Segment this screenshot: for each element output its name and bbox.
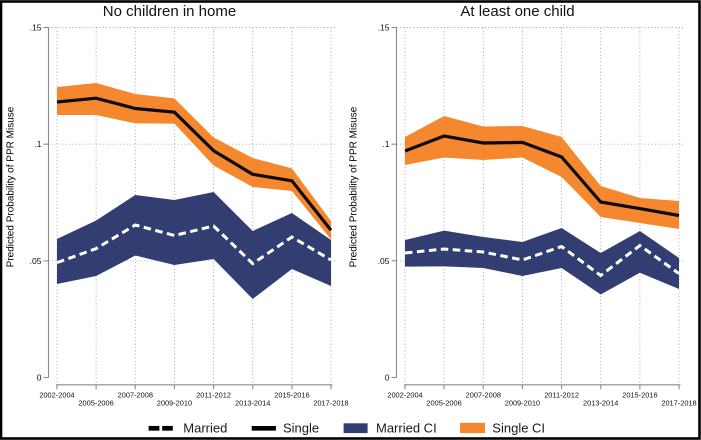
svg-text:2011-2012: 2011-2012: [544, 391, 579, 400]
svg-text:.1: .1: [382, 139, 389, 149]
svg-text:Single: Single: [283, 421, 319, 436]
svg-text:2017-2018: 2017-2018: [661, 399, 696, 408]
svg-text:0: 0: [37, 373, 42, 383]
svg-text:2013-2014: 2013-2014: [235, 399, 270, 408]
svg-text:.05: .05: [378, 256, 390, 266]
svg-text:2005-2006: 2005-2006: [78, 399, 113, 408]
svg-text:2017-2018: 2017-2018: [313, 399, 348, 408]
svg-text:At least one child: At least one child: [460, 3, 574, 20]
svg-text:Predicted Probability of PPR M: Predicted Probability of PPR Misuse: [6, 106, 17, 267]
svg-text:2009-2010: 2009-2010: [157, 399, 192, 408]
svg-text:2015-2016: 2015-2016: [622, 391, 657, 400]
svg-text:2013-2014: 2013-2014: [583, 399, 618, 408]
svg-text:.15: .15: [378, 23, 390, 33]
svg-text:2002-2004: 2002-2004: [387, 391, 422, 400]
svg-text:2009-2010: 2009-2010: [505, 399, 540, 408]
svg-text:.15: .15: [30, 23, 42, 33]
svg-text:2015-2016: 2015-2016: [274, 391, 309, 400]
svg-text:2007-2008: 2007-2008: [466, 391, 501, 400]
svg-text:.1: .1: [34, 139, 41, 149]
svg-text:2007-2008: 2007-2008: [118, 391, 153, 400]
svg-text:0: 0: [385, 373, 390, 383]
svg-text:.05: .05: [30, 256, 42, 266]
svg-text:2011-2012: 2011-2012: [196, 391, 231, 400]
svg-text:Single CI: Single CI: [492, 421, 545, 436]
svg-text:2002-2004: 2002-2004: [39, 391, 74, 400]
svg-text:Predicted Probability of PPR M: Predicted Probability of PPR Misuse: [349, 106, 360, 267]
svg-text:Married: Married: [183, 421, 227, 436]
svg-text:2005-2006: 2005-2006: [426, 399, 461, 408]
svg-text:Married CI: Married CI: [376, 421, 437, 436]
svg-text:No children in home: No children in home: [103, 3, 236, 20]
